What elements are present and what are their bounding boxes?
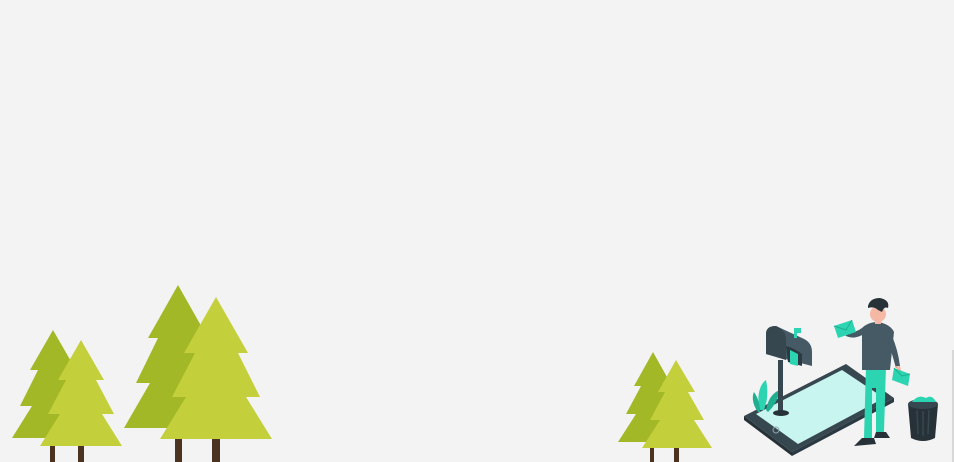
tree-group-middle xyxy=(616,350,716,462)
tree-group-left-small xyxy=(10,328,125,462)
tree-icon xyxy=(160,297,272,462)
trash-bin-icon xyxy=(908,396,938,441)
smartphone-icon xyxy=(744,364,894,456)
envelope-icon xyxy=(833,319,856,338)
tree-icon xyxy=(40,340,122,462)
plant-icon xyxy=(752,380,780,412)
window-edge xyxy=(952,350,954,462)
mail-illustration xyxy=(738,292,944,458)
tree-icon xyxy=(642,360,712,462)
tree-group-left-large xyxy=(120,283,275,462)
envelope-icon xyxy=(892,367,911,386)
mailbox-icon xyxy=(766,326,812,416)
